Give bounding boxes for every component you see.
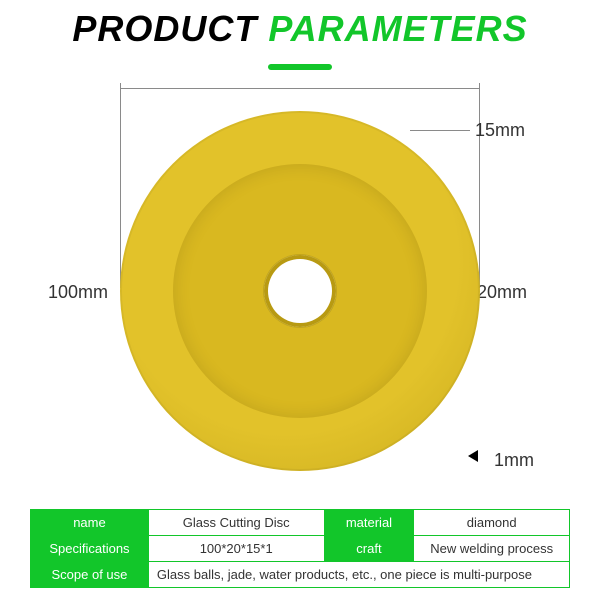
th-scope: Scope of use [31, 562, 149, 588]
dim-top-span [120, 88, 480, 89]
table-row: name Glass Cutting Disc material diamond [31, 510, 570, 536]
td-name: Glass Cutting Disc [148, 510, 324, 536]
td-material: diamond [414, 510, 570, 536]
dimension-diagram: 15mm 20mm 100mm 1mm [0, 70, 600, 480]
th-specifications: Specifications [31, 536, 149, 562]
dim-bore-label: 20mm [477, 282, 527, 303]
td-craft: New welding process [414, 536, 570, 562]
td-scope: Glass balls, jade, water products, etc.,… [148, 562, 569, 588]
dim-rim-label: 15mm [475, 120, 525, 141]
table-row: Specifications 100*20*15*1 craft New wel… [31, 536, 570, 562]
disc-bore-hole [264, 255, 336, 327]
table-row: Scope of use Glass balls, jade, water pr… [31, 562, 570, 588]
td-specifications: 100*20*15*1 [148, 536, 324, 562]
title-word-1: PRODUCT [72, 8, 257, 49]
cutting-disc [120, 111, 480, 471]
spec-table: name Glass Cutting Disc material diamond… [30, 509, 570, 588]
th-material: material [324, 510, 414, 536]
title-word-2: PARAMETERS [268, 8, 527, 49]
dim-thickness-label: 1mm [494, 450, 534, 471]
page-title: PRODUCT PARAMETERS [0, 0, 600, 50]
th-name: name [31, 510, 149, 536]
th-craft: craft [324, 536, 414, 562]
dim-outer-label: 100mm [48, 282, 108, 303]
